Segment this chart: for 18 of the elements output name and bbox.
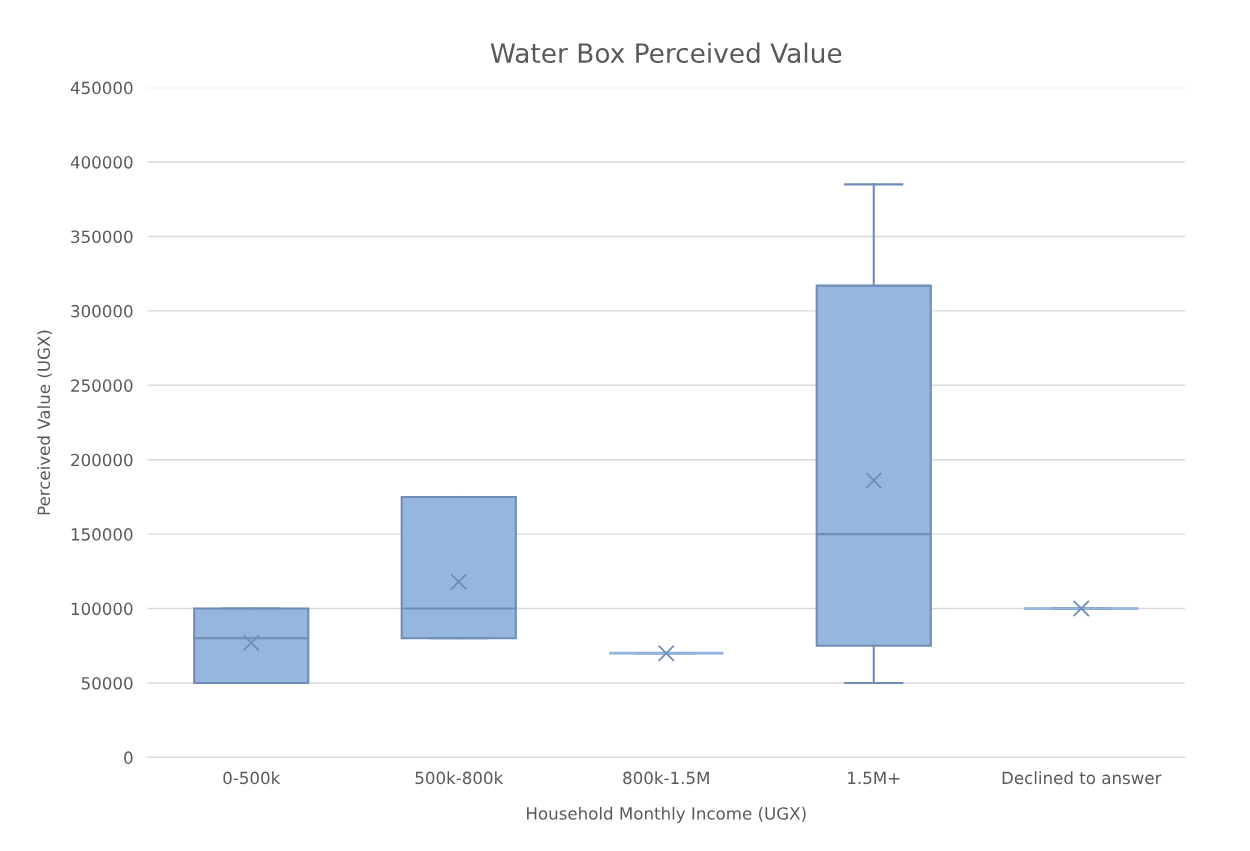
y-tick-label: 300000 xyxy=(71,304,133,318)
y-tick-label: 450000 xyxy=(70,81,133,95)
y-tick-label: 350000 xyxy=(71,230,133,244)
y-tick-label: 0 xyxy=(124,751,133,764)
y-tick-label: 50000 xyxy=(81,676,133,690)
x-tick-label: 800k-1.5M xyxy=(623,771,709,785)
x-tick-label: 0-500k xyxy=(223,771,281,785)
y-tick-label: 200000 xyxy=(71,453,133,467)
y-axis-title: Perceived Value (UGX) xyxy=(37,330,53,515)
x-tick-label: 500k-800k xyxy=(415,771,504,785)
x-tick-label: 1.5M+ xyxy=(848,771,900,785)
y-tick-label: 150000 xyxy=(71,528,133,541)
x-tick-label: Declined to answer xyxy=(1002,771,1162,785)
chart-title: Water Box Perceived Value xyxy=(490,42,842,64)
x-axis-title: Household Monthly Income (UGX) xyxy=(527,806,806,823)
y-tick-label: 250000 xyxy=(71,379,133,392)
y-tick-label: 100000 xyxy=(71,602,133,616)
y-tick-label: 400000 xyxy=(70,156,133,169)
